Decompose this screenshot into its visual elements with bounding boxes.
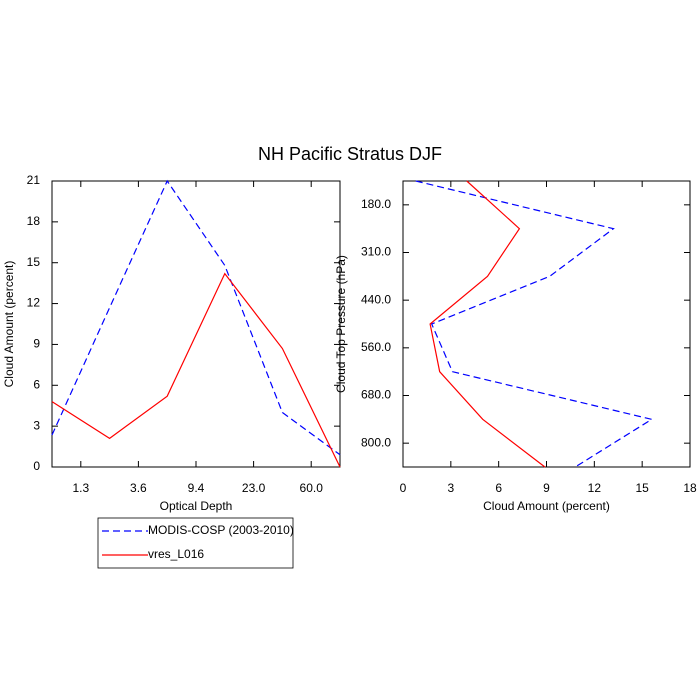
series-line	[51, 272, 341, 468]
y-axis-label: Cloud Amount (percent)	[2, 261, 16, 388]
y-tick-label: 9	[33, 337, 40, 351]
x-tick-label: 3.6	[130, 481, 147, 495]
legend-label: MODIS-COSP (2003-2010)	[148, 523, 294, 537]
y-tick-label: 6	[33, 377, 40, 391]
series-line	[429, 180, 546, 468]
y-tick-label: 180.0	[361, 197, 391, 211]
y-tick-label: 680.0	[361, 388, 391, 402]
y-axis-label: Cloud Top Pressure (hPa)	[334, 255, 348, 393]
y-tick-label: 3	[33, 418, 40, 432]
y-tick-label: 560.0	[361, 340, 391, 354]
y-tick-label: 18	[27, 214, 41, 228]
x-tick-label: 9.4	[188, 481, 205, 495]
x-tick-label: 1.3	[72, 481, 89, 495]
x-tick-label: 15	[635, 481, 649, 495]
figure-title: NH Pacific Stratus DJF	[258, 144, 442, 164]
y-tick-label: 12	[27, 296, 41, 310]
x-tick-label: 60.0	[300, 481, 324, 495]
legend-label: vres_L016	[148, 547, 204, 561]
x-tick-label: 18	[683, 481, 697, 495]
y-tick-label: 15	[27, 255, 41, 269]
x-axis-label: Cloud Amount (percent)	[483, 499, 610, 513]
x-tick-label: 9	[543, 481, 550, 495]
x-tick-label: 6	[495, 481, 502, 495]
series-line	[415, 180, 654, 468]
x-axis-label: Optical Depth	[160, 499, 233, 513]
x-tick-label: 23.0	[242, 481, 266, 495]
x-tick-label: 0	[400, 481, 407, 495]
x-tick-label: 3	[447, 481, 454, 495]
y-tick-label: 440.0	[361, 292, 391, 306]
series-line	[51, 179, 341, 456]
y-tick-label: 800.0	[361, 435, 391, 449]
legend-box	[97, 517, 294, 569]
x-tick-label: 12	[588, 481, 602, 495]
y-tick-label: 21	[27, 173, 41, 187]
y-tick-label: 310.0	[361, 245, 391, 259]
y-tick-label: 0	[33, 459, 40, 473]
